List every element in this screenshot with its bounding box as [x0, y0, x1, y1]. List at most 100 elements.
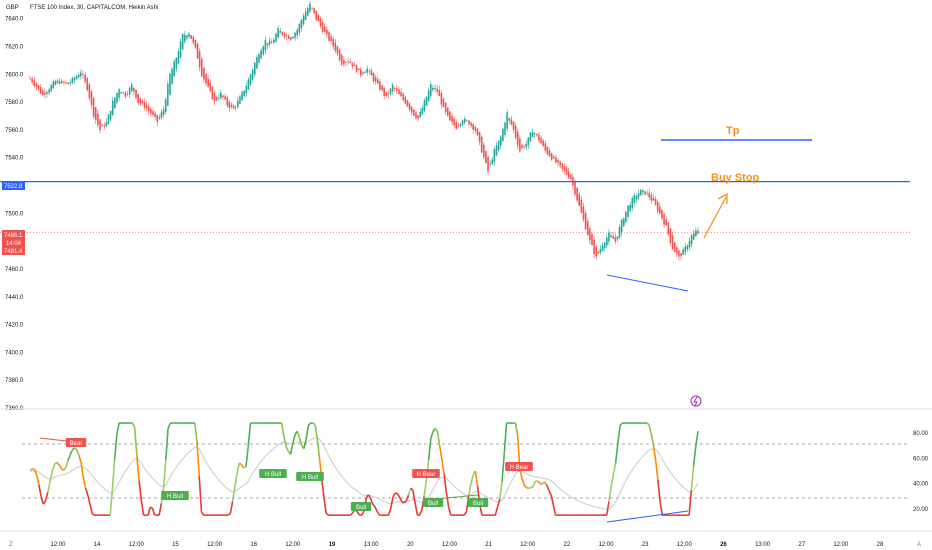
tp-label: Tp: [726, 125, 740, 137]
candle: [349, 58, 352, 64]
oscillator-segment: [617, 425, 621, 444]
candle: [550, 152, 553, 161]
candle: [343, 55, 345, 67]
oscillator-segment: [303, 439, 307, 449]
oscillator-segment: [361, 510, 365, 516]
oscillator-segment: [42, 500, 47, 505]
candle: [111, 97, 114, 116]
buy-stop-price: 7522.8: [4, 184, 23, 190]
signal-label-bull: Bull: [350, 502, 372, 511]
candle: [226, 95, 229, 108]
time-tick: 12:00: [50, 542, 66, 548]
oscillator-segment: [514, 422, 519, 436]
candle: [336, 45, 339, 57]
candle: [294, 31, 296, 42]
candle: [353, 61, 356, 66]
oscillator-segment: [614, 443, 619, 464]
oscillator-segment: [35, 474, 40, 486]
candle: [258, 52, 260, 65]
signal-label-bull: Bull: [422, 498, 444, 507]
candle: [529, 131, 532, 142]
candle: [612, 231, 614, 239]
candle: [279, 27, 282, 33]
oscillator-segment: [82, 477, 87, 489]
candle: [533, 132, 536, 139]
auto-scale-icon[interactable]: A: [917, 542, 921, 548]
candle: [650, 191, 653, 204]
candle: [569, 173, 572, 181]
oscillator-segment: [688, 490, 693, 516]
candle: [360, 66, 362, 78]
candle: [521, 143, 523, 150]
candle: [648, 189, 651, 201]
price-tick: 7560.0: [5, 128, 24, 134]
candle: [220, 89, 222, 100]
candle: [586, 218, 589, 236]
candle: [415, 110, 417, 120]
candle: [362, 71, 364, 77]
candle: [476, 127, 479, 136]
candle: [253, 61, 256, 77]
candle: [67, 82, 69, 85]
candle: [186, 34, 188, 41]
oscillator-segment: [200, 511, 205, 516]
time-tick: 22: [564, 542, 571, 548]
candle: [678, 248, 680, 261]
candle: [542, 138, 544, 147]
oscillator-segment: [74, 447, 78, 451]
candle: [652, 193, 655, 201]
candle: [438, 85, 441, 97]
oscillator-segment: [196, 441, 201, 477]
oscillator-segment: [374, 506, 379, 513]
candle: [680, 251, 682, 260]
oscillator-segment: [350, 511, 354, 516]
candle: [413, 109, 415, 117]
candle: [29, 76, 31, 80]
candle: [92, 96, 95, 120]
candle: [538, 132, 540, 143]
candle: [608, 228, 610, 246]
candle: [427, 87, 430, 102]
price-tick: 7540.0: [5, 156, 24, 162]
candle: [631, 196, 634, 212]
last-price: 7486.1: [4, 233, 23, 239]
candle: [673, 241, 676, 253]
oscillator-segment: [136, 455, 140, 482]
time-tick: 12:00: [598, 542, 614, 548]
oscillator-segment: [53, 461, 58, 465]
candle: [455, 119, 458, 130]
candle: [667, 221, 670, 237]
oscillator-segment: [523, 484, 528, 489]
oscillator-segment: [245, 446, 250, 467]
candle: [684, 242, 687, 256]
candle: [304, 7, 307, 21]
candle: [644, 191, 646, 196]
candle: [90, 90, 93, 109]
oscillator-segment: [167, 422, 172, 429]
candle: [646, 189, 648, 196]
oscillator-line: [29, 422, 699, 516]
candle: [434, 84, 436, 92]
oscillator-segment: [610, 473, 615, 487]
oscillator-segment: [552, 504, 557, 516]
candle: [179, 38, 182, 60]
zoom-icon[interactable]: Z: [9, 542, 13, 548]
candle: [124, 90, 127, 99]
candle: [563, 162, 566, 175]
candle: [595, 245, 598, 260]
candle: [408, 102, 411, 113]
candle: [207, 74, 209, 89]
alert-icon[interactable]: [690, 395, 702, 407]
candle: [192, 35, 195, 46]
time-tick: 13:00: [364, 542, 380, 548]
time-tick: 12:00: [677, 542, 693, 548]
divergence-line[interactable]: [606, 274, 689, 292]
candle: [243, 90, 245, 98]
candle: [181, 33, 184, 51]
oscillator-segment: [316, 438, 321, 459]
candle: [561, 163, 564, 173]
candle: [224, 93, 226, 101]
signal-label-text: Bear: [70, 441, 83, 447]
oscillator-segment: [654, 460, 659, 481]
candle: [334, 39, 337, 54]
